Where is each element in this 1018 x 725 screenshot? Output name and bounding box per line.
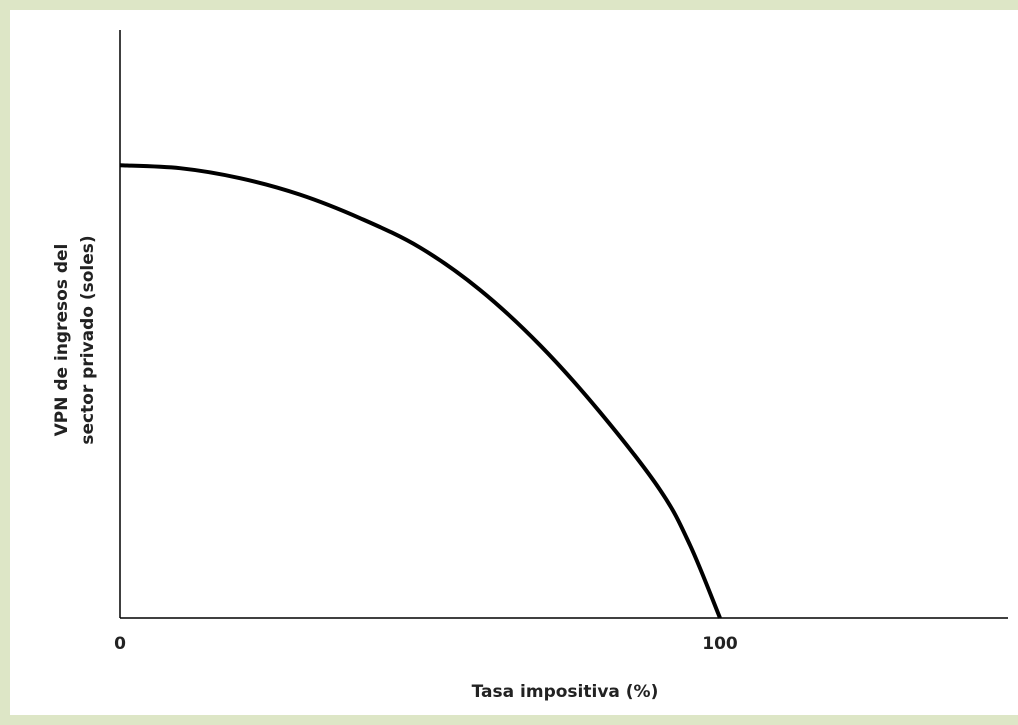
x-axis-label: Tasa impositiva (%) [472,682,659,702]
y-axis-label-line: VPN de ingresos del [52,244,72,437]
curve [119,163,722,619]
y-axis-label: VPN de ingresos del sector privado (sole… [52,235,98,444]
x-tick-label: 0 [114,634,126,654]
y-axis-label-line: sector privado (soles) [78,235,98,444]
x-tick-label: 100 [702,634,738,654]
plot-background [10,10,1018,715]
